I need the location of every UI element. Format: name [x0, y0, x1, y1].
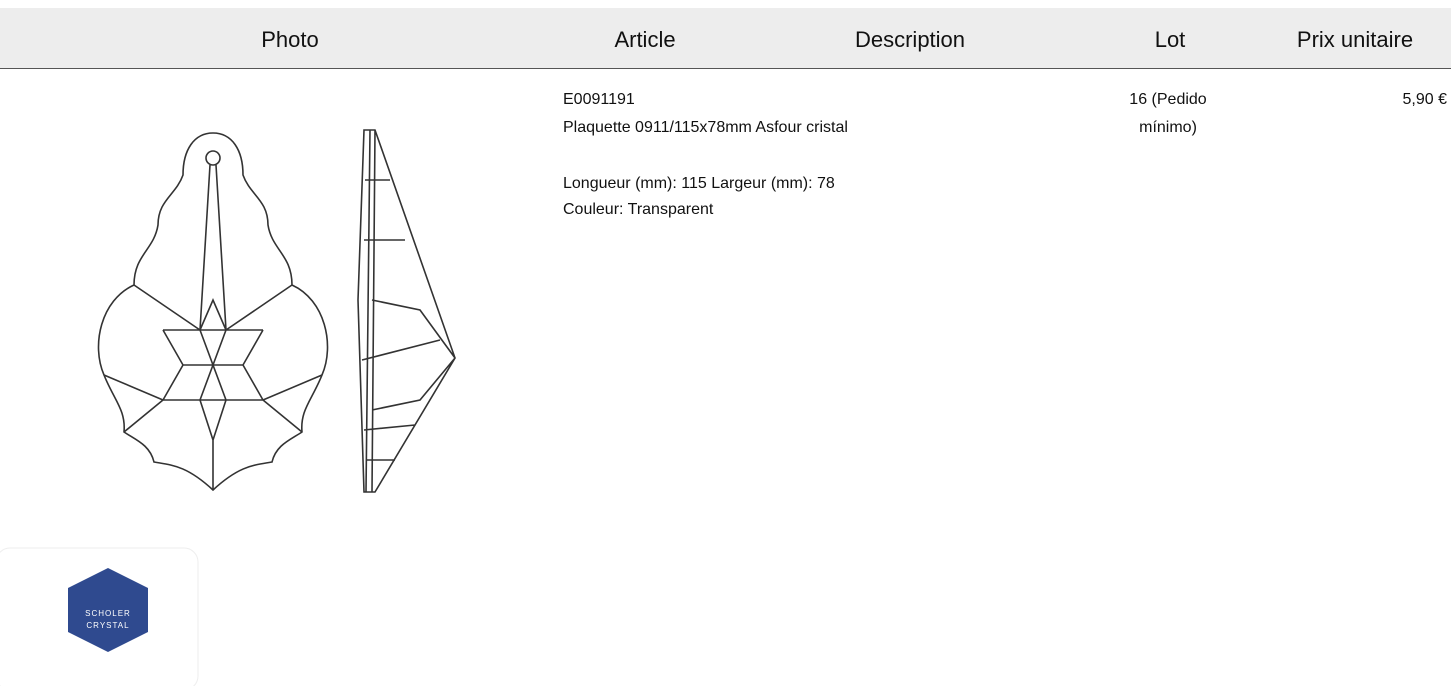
table-header: [0, 8, 1451, 69]
description-line: Plaquette 0911/115x78mm Asfour cristal: [563, 119, 848, 136]
pendant-facets: [103, 164, 323, 490]
header-cell: Description: [854, 27, 966, 52]
logo-text: SCHOLER: [85, 609, 131, 618]
logo-hexagon: [68, 568, 148, 652]
description-line: Couleur: Transparent: [563, 201, 714, 218]
pendant-side: [357, 129, 457, 493]
header-cell: Prix unitaire: [1296, 27, 1414, 52]
unit-price: 5,90 €: [1402, 91, 1447, 108]
header-cell: Lot: [1154, 27, 1186, 52]
pendant-front: [97, 132, 329, 492]
header-cell: Photo: [261, 27, 319, 52]
description-line: Longueur (mm): 115 Largeur (mm): 78: [563, 175, 835, 192]
logo-text: CRYSTAL: [86, 621, 129, 630]
pendant-hole: [205, 150, 221, 166]
lot-line: mínimo): [1139, 119, 1197, 136]
lot-line: 16 (Pedido: [1129, 91, 1207, 108]
header-cell: Article: [614, 27, 676, 52]
article-code: E0091191: [563, 91, 635, 108]
